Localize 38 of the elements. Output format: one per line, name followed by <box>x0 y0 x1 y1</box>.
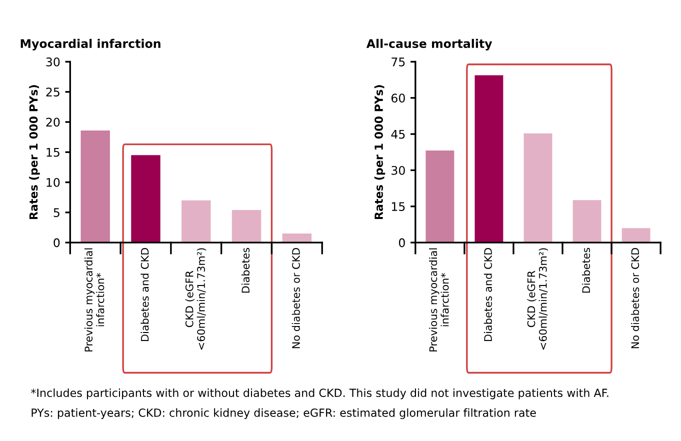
x-tick-label: Previous myocardial infarction* <box>84 248 104 352</box>
y-tick-label: 5 <box>54 208 60 218</box>
y-tick-label: 30 <box>46 57 60 66</box>
text: *Includes participants with or without diabetes and CKD. This study did not investigate patients with AF. <box>30 388 608 400</box>
chart-title: All-cause mortality <box>366 38 492 50</box>
text: PYs: patient-years; CKD: chronic kidney disease; eGFR: estimated glomerular filtration rate <box>32 408 536 420</box>
chart-title: Myocardial infarction <box>20 38 160 50</box>
y-tick-label: 0 <box>54 238 60 248</box>
x-tick-label: Diabetes <box>241 248 250 293</box>
bar <box>426 150 454 243</box>
bar <box>131 155 160 243</box>
bar <box>80 130 110 243</box>
x-tick-label: Diabetes <box>582 248 590 293</box>
x-tick-label: Diabetes and CKD <box>140 248 149 341</box>
y-tick-label: 0 <box>398 238 405 248</box>
y-axis-title: Rates (per 1 000 PYs) <box>29 85 40 220</box>
y-tick-label: 20 <box>46 118 60 127</box>
x-tick-label: CKD (eGFR <60ml/min/1.73m²) <box>185 248 206 350</box>
bar <box>232 210 262 243</box>
x-tick-label: Previous myocardial infarction* <box>429 248 449 352</box>
y-tick-label: 75 <box>392 58 405 66</box>
y-tick-label: 30 <box>392 166 405 175</box>
bar <box>524 133 552 243</box>
y-tick-label: 15 <box>46 148 60 157</box>
x-tick-label: No diabetes or CKD <box>292 248 300 348</box>
y-tick-label: 60 <box>391 94 405 103</box>
x-tick-label: CKD (eGFR <60ml/min/1.73m²) <box>527 248 548 350</box>
bar <box>182 200 211 243</box>
bar <box>474 75 504 243</box>
bar <box>572 200 602 243</box>
x-tick-label: Diabetes and CKD <box>484 248 492 341</box>
y-tick-label: 25 <box>46 88 60 97</box>
bar <box>622 228 650 243</box>
x-tick-label: No diabetes or CKD <box>631 248 640 348</box>
y-axis-title: Rates (per 1 000 PYs) <box>374 85 386 220</box>
y-tick-label: 10 <box>46 178 60 187</box>
y-tick-label: 45 <box>391 130 405 139</box>
y-tick-label: 15 <box>392 202 405 212</box>
